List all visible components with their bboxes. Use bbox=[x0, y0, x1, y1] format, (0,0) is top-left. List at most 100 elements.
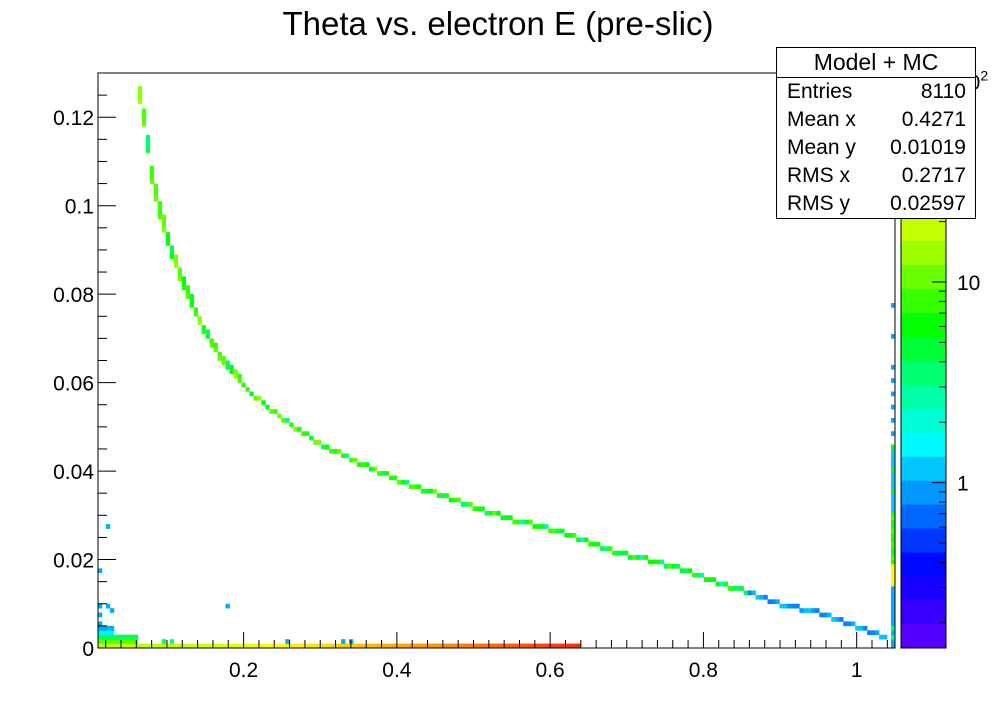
heatmap-cell bbox=[616, 550, 621, 556]
heatmap-cell bbox=[891, 572, 896, 578]
colorbar-segment bbox=[901, 264, 946, 290]
heatmap-cell bbox=[141, 117, 147, 122]
heatmap-cell bbox=[189, 643, 194, 649]
heatmap-cell bbox=[436, 643, 442, 649]
heatmap-cell bbox=[105, 643, 111, 649]
heatmap-cell bbox=[329, 448, 334, 454]
heatmap-cell bbox=[584, 537, 589, 543]
heatmap-cell bbox=[576, 537, 581, 543]
heatmap-cell bbox=[540, 643, 545, 649]
heatmap-cell bbox=[671, 563, 677, 569]
heatmap-cell bbox=[891, 603, 896, 609]
heatmap-cell bbox=[891, 462, 896, 467]
heatmap-cell bbox=[205, 329, 210, 335]
chart-title: Theta vs. electron E (pre-slic) bbox=[283, 5, 714, 42]
heatmap-cell bbox=[823, 612, 828, 618]
heatmap-cell bbox=[98, 630, 103, 636]
stats-row-rms-y: RMS y 0.02597 bbox=[777, 190, 975, 218]
heatmap-cell bbox=[217, 351, 222, 357]
heatmap-cell bbox=[512, 519, 517, 525]
heatmap-cell bbox=[161, 643, 167, 649]
x-tick-label: 1 bbox=[851, 659, 863, 682]
heatmap-cell bbox=[851, 621, 856, 627]
heatmap-cell bbox=[161, 639, 167, 644]
heatmap-cell bbox=[460, 643, 465, 649]
heatmap-cell bbox=[839, 617, 844, 622]
heatmap-cell bbox=[460, 502, 465, 507]
heatmap-cell bbox=[560, 528, 565, 534]
heatmap-cell bbox=[353, 643, 358, 649]
heatmap-cell bbox=[209, 342, 214, 348]
heatmap-cell bbox=[217, 356, 222, 361]
heatmap-cell bbox=[508, 515, 513, 521]
heatmap-cell bbox=[217, 643, 222, 649]
colorbar-segment bbox=[901, 216, 946, 242]
heatmap-cell bbox=[432, 488, 438, 494]
heatmap-cell bbox=[345, 643, 350, 649]
heatmap-cell bbox=[121, 639, 127, 644]
heatmap-cell bbox=[281, 418, 286, 423]
heatmap-cell bbox=[803, 608, 808, 613]
heatmap-cell bbox=[631, 555, 637, 560]
heatmap-cell bbox=[185, 643, 190, 649]
heatmap-cell bbox=[536, 524, 541, 529]
heatmap-cell bbox=[891, 559, 896, 565]
heatmap-cell bbox=[891, 303, 896, 308]
heatmap-cell bbox=[157, 201, 163, 206]
heatmap-cell bbox=[891, 581, 896, 587]
heatmap-cell bbox=[775, 599, 780, 605]
heatmap-cell bbox=[129, 643, 135, 649]
heatmap-cell bbox=[289, 643, 294, 649]
heatmap-cell bbox=[213, 347, 218, 352]
colorbar-segment bbox=[901, 600, 946, 625]
heatmap-cell bbox=[101, 634, 107, 640]
heatmap-cell bbox=[185, 285, 190, 291]
heatmap-cell bbox=[169, 643, 175, 649]
heatmap-cell bbox=[181, 285, 186, 291]
heatmap-cell bbox=[197, 320, 202, 326]
x-tick-label: 0.2 bbox=[229, 659, 258, 682]
heatmap-cell bbox=[891, 333, 896, 339]
heatmap-cell bbox=[113, 634, 119, 640]
heatmap-cell bbox=[620, 550, 625, 556]
heatmap-cell bbox=[317, 440, 322, 445]
heatmap-cell bbox=[624, 550, 629, 556]
heatmap-cell bbox=[635, 555, 641, 560]
heatmap-cell bbox=[891, 524, 896, 529]
heatmap-cell bbox=[189, 294, 194, 299]
heatmap-cell bbox=[456, 643, 461, 649]
heatmap-cell bbox=[117, 643, 123, 649]
heatmap-cell bbox=[265, 404, 270, 410]
stats-row-mean-x: Mean x 0.4271 bbox=[777, 106, 975, 134]
heatmap-cell bbox=[588, 541, 593, 547]
heatmap-cell bbox=[436, 493, 442, 498]
heatmap-cell bbox=[145, 143, 151, 149]
heatmap-cell bbox=[273, 409, 278, 414]
heatmap-cell bbox=[173, 263, 179, 268]
heatmap-cell bbox=[225, 643, 230, 649]
stats-label: Entries bbox=[787, 80, 853, 103]
heatmap-cell bbox=[193, 307, 198, 313]
heatmap-cell bbox=[891, 519, 896, 525]
heatmap-cell bbox=[891, 475, 896, 481]
heatmap-cell bbox=[867, 630, 872, 636]
heatmap-cell bbox=[205, 333, 210, 339]
heatmap-cell bbox=[444, 643, 449, 649]
heatmap-cell bbox=[608, 546, 613, 551]
heatmap-cell bbox=[468, 643, 473, 649]
heatmap-cell bbox=[524, 519, 529, 525]
heatmap-cell bbox=[237, 378, 242, 383]
heatmap-cell bbox=[125, 634, 131, 640]
heatmap-cell bbox=[333, 448, 338, 454]
heatmap-cell bbox=[508, 643, 513, 649]
heatmap-cell bbox=[400, 479, 406, 485]
heatmap-cell bbox=[245, 643, 250, 649]
heatmap-cell bbox=[404, 643, 410, 649]
heatmap-cell bbox=[715, 581, 720, 587]
heatmap-cell bbox=[691, 572, 697, 578]
heatmap-cell bbox=[209, 643, 214, 649]
heatmap-cell bbox=[329, 643, 334, 649]
heatmap-cell bbox=[496, 643, 501, 649]
heatmap-cell bbox=[663, 563, 669, 569]
heatmap-cell bbox=[404, 479, 410, 485]
